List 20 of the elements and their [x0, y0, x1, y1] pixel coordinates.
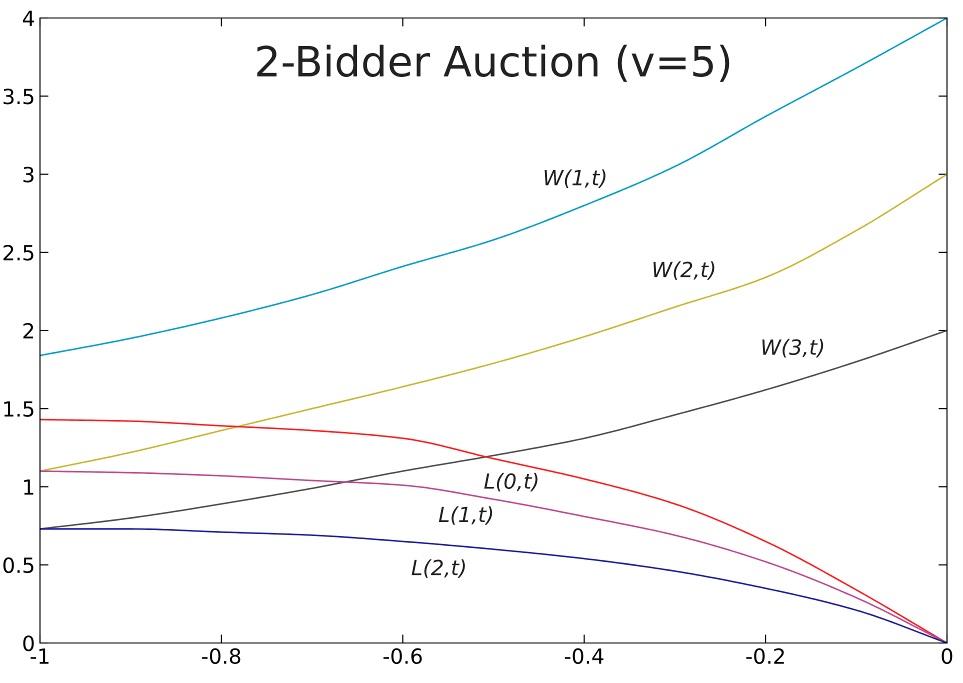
text: 2-Bidder Auction (v=5): [257, 44, 730, 82]
y-tick-label: 1.5: [4, 401, 34, 417]
y-tick-label: 4: [22, 10, 34, 26]
x-tick-label: 0: [942, 648, 952, 664]
series-label: W(2,t): [654, 261, 714, 280]
series-label: L(0,t): [484, 472, 538, 492]
y-tick-label: 3.5: [4, 88, 34, 104]
x-tick-label: -0.6: [383, 648, 422, 664]
x-tick-label: -0.2: [746, 648, 784, 664]
series-label: L(2,t): [412, 559, 465, 578]
y-tick-label: 2.5: [4, 244, 34, 261]
y-tick-label: 1: [24, 479, 34, 495]
y-tick-label: 3: [23, 166, 34, 182]
series-label: W(3,t): [762, 338, 824, 358]
y-tick-label: 2: [23, 322, 34, 338]
x-tick-label: -0.4: [564, 648, 604, 664]
series-label: L(1,t): [438, 506, 492, 525]
x-tick-label: -0.8: [202, 648, 240, 664]
y-tick-label: 0.5: [3, 557, 34, 574]
series-label: W(1,t): [544, 169, 606, 188]
